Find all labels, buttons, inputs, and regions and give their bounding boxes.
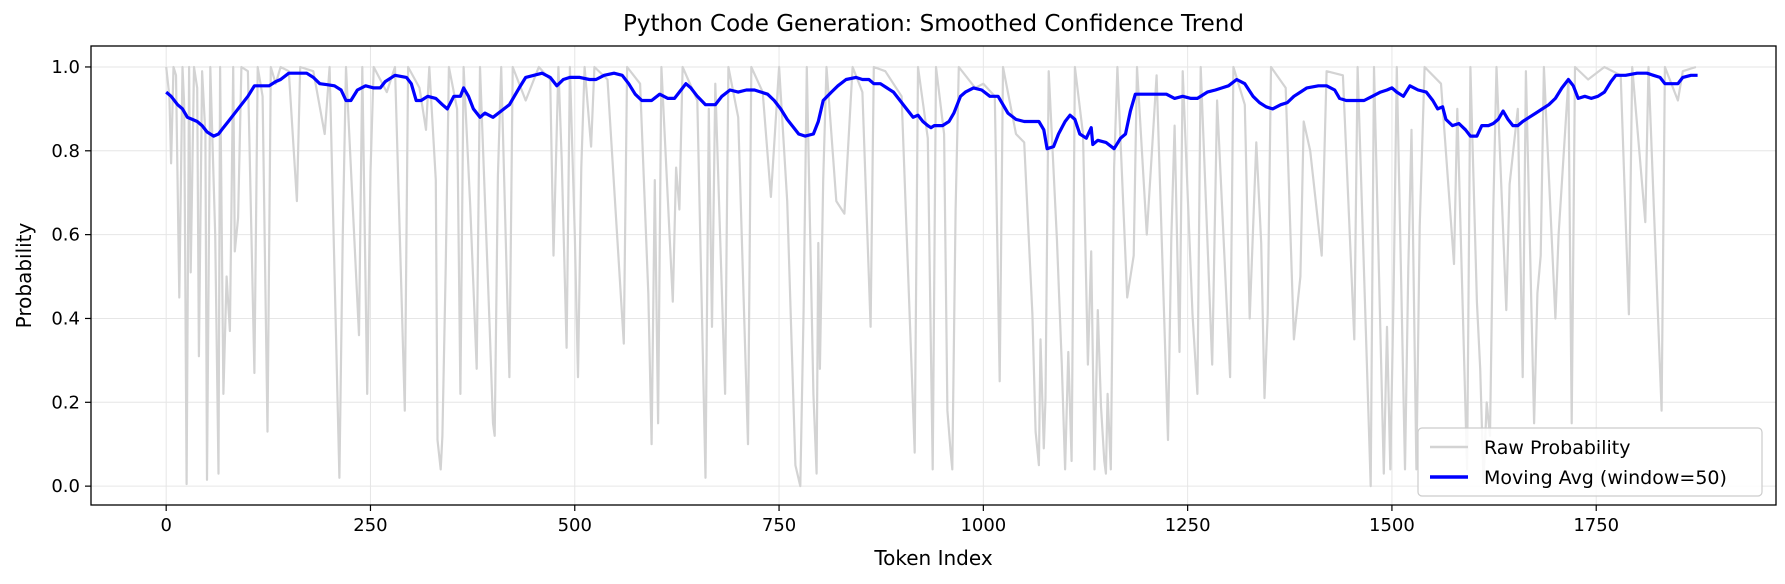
ticks: 0 250 500 750 1000 1250 1500 1750 0.0 0.2 0.4 0.6 0.… bbox=[51, 57, 1619, 536]
x-tick-label: 250 bbox=[353, 515, 387, 536]
legend-label-moving-avg: Moving Avg (window=50) bbox=[1484, 467, 1727, 489]
y-tick-label: 1.0 bbox=[51, 57, 80, 78]
chart-title: Python Code Generation: Smoothed Confide… bbox=[623, 11, 1244, 37]
y-tick-label: 0.2 bbox=[51, 392, 80, 413]
x-tick-label: 1500 bbox=[1369, 515, 1415, 536]
y-tick-label: 0.8 bbox=[51, 141, 80, 162]
y-tick-label: 0.0 bbox=[51, 476, 80, 497]
legend-box bbox=[1417, 427, 1763, 497]
y-axis-label: Probability bbox=[12, 222, 36, 328]
axes-frame bbox=[90, 45, 1777, 506]
moving-average-line bbox=[165, 71, 1698, 151]
y-tick-label: 0.4 bbox=[51, 308, 80, 329]
x-axis-label: Token Index bbox=[873, 546, 992, 570]
x-tick-label: 1250 bbox=[1165, 515, 1211, 536]
plot-area bbox=[165, 65, 1698, 488]
x-tick-label: 500 bbox=[558, 515, 592, 536]
x-tick-label: 0 bbox=[160, 515, 171, 536]
x-tick-label: 1750 bbox=[1573, 515, 1619, 536]
x-tick-label: 1000 bbox=[960, 515, 1006, 536]
y-tick-label: 0.6 bbox=[51, 225, 80, 246]
raw-probability-line bbox=[165, 65, 1697, 488]
x-tick-label: 750 bbox=[762, 515, 796, 536]
legend-label-raw: Raw Probability bbox=[1484, 437, 1630, 459]
legend: Raw Probability Moving Avg (window=50) bbox=[1417, 427, 1763, 497]
